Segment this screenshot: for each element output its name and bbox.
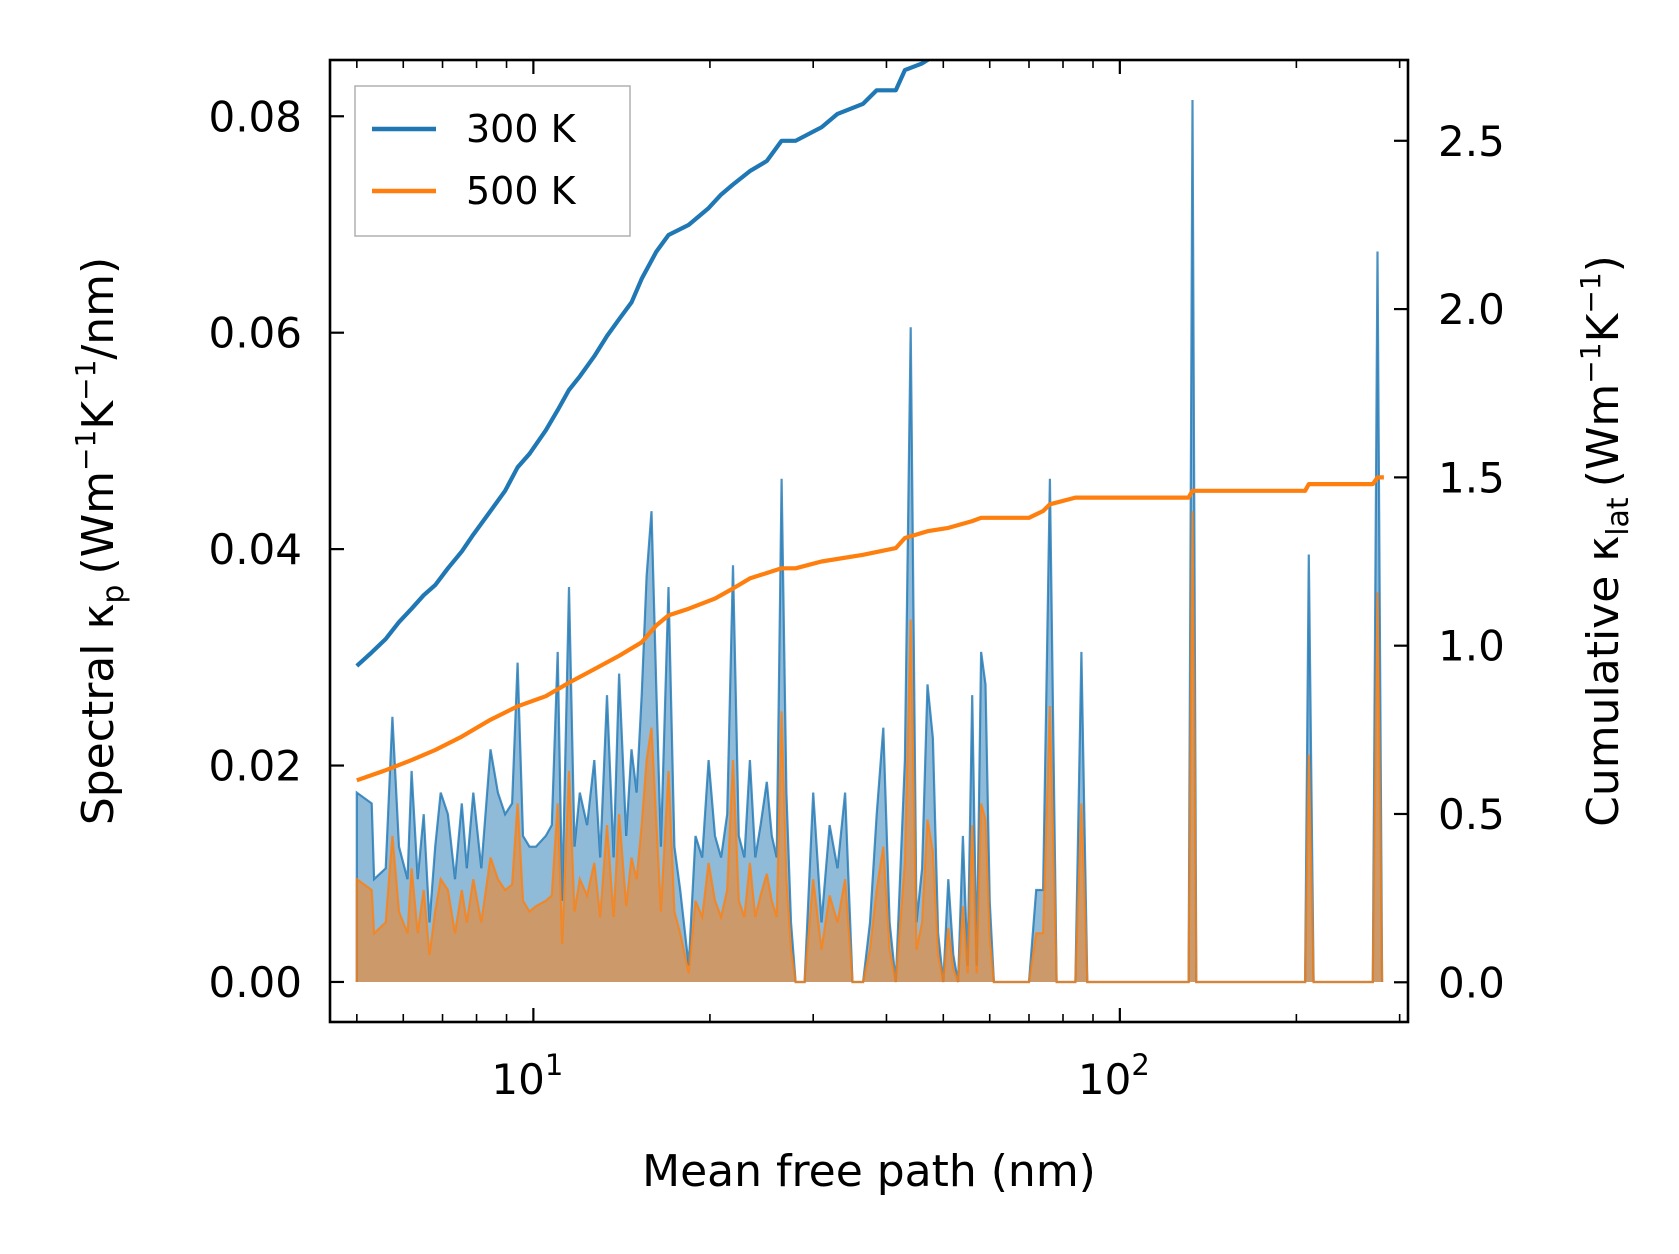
spectral-area-500k xyxy=(356,511,1383,982)
y-right-tick-label: 2.0 xyxy=(1438,285,1505,334)
spectral-area-300k xyxy=(356,100,1383,982)
y-left-tick-label: 0.00 xyxy=(208,958,302,1007)
y-right-tick-label: 2.5 xyxy=(1438,117,1505,166)
legend-box xyxy=(354,85,631,237)
tick-layer: 101 102 0.00 0.02 0.04 0.06 0.08 0.0 0.5 1.0 1.5 2.… xyxy=(208,60,1505,1104)
y-left-tick-label: 0.02 xyxy=(208,742,302,791)
spectral-line-300k xyxy=(355,99,1384,984)
y-right-tick-label: 0.5 xyxy=(1438,790,1505,839)
y-axis-right-label: Cumulative κlat(Wm−1K−1) xyxy=(1574,255,1636,827)
y-right-tick-label: 1.5 xyxy=(1438,453,1505,502)
plot-frame xyxy=(328,58,1410,1024)
y-right-tick-label: 1.0 xyxy=(1438,622,1505,671)
legend: 300 K 500 K xyxy=(354,85,631,237)
y-axis-left-label: Spectral κp(Wm−1K−1/nm) xyxy=(69,257,131,825)
y-right-tick-label: 0.0 xyxy=(1438,958,1505,1007)
cumulative-line-layer xyxy=(355,60,1384,783)
x-tick-label: 102 xyxy=(1078,1048,1150,1104)
spectral-line-layer xyxy=(355,99,1384,984)
y-left-tick-label: 0.06 xyxy=(208,309,302,358)
x-tick-label: 101 xyxy=(491,1048,563,1104)
cumulative-line-500k xyxy=(356,475,1384,783)
y-left-tick-label: 0.04 xyxy=(208,525,302,574)
spectral-line-500k xyxy=(355,511,1384,984)
legend-label-500k: 500 K xyxy=(466,169,577,213)
y-left-tick-label: 0.08 xyxy=(208,92,302,141)
x-axis-label: Mean free path (nm) xyxy=(642,1146,1096,1197)
spectral-fill-layer xyxy=(356,100,1383,982)
legend-label-300k: 300 K xyxy=(466,107,577,151)
cumulative-line-300k xyxy=(355,60,932,668)
